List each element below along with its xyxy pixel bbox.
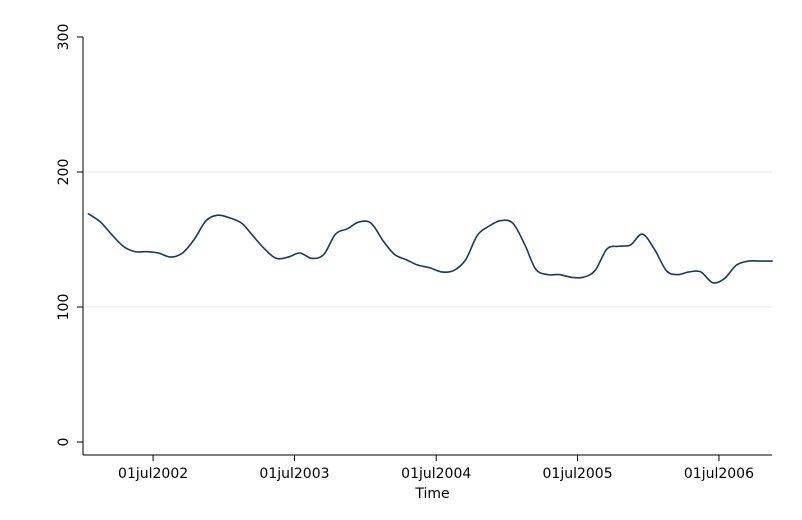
series-group (87, 213, 773, 284)
x-tick-label: 01jul2005 (543, 466, 613, 482)
y-tick-label: 200 (56, 159, 72, 186)
x-tick-label: 01jul2004 (401, 466, 471, 482)
y-tick-label: 100 (56, 294, 72, 321)
x-axis-title: Time (414, 486, 449, 502)
gridlines (83, 171, 772, 308)
y-axis-ticks: 0 100 200 300 (56, 24, 83, 447)
x-tick-label: 01jul2002 (118, 466, 188, 482)
series-line-0 (87, 213, 773, 284)
x-tick-label: 01jul2006 (684, 466, 754, 482)
x-tick-label: 01jul2003 (259, 466, 329, 482)
x-axis-ticks: 01jul2002 01jul2003 01jul2004 01jul2005 01ju… (118, 455, 754, 482)
y-tick-label: 300 (56, 24, 72, 51)
y-tick-label: 0 (56, 438, 72, 447)
